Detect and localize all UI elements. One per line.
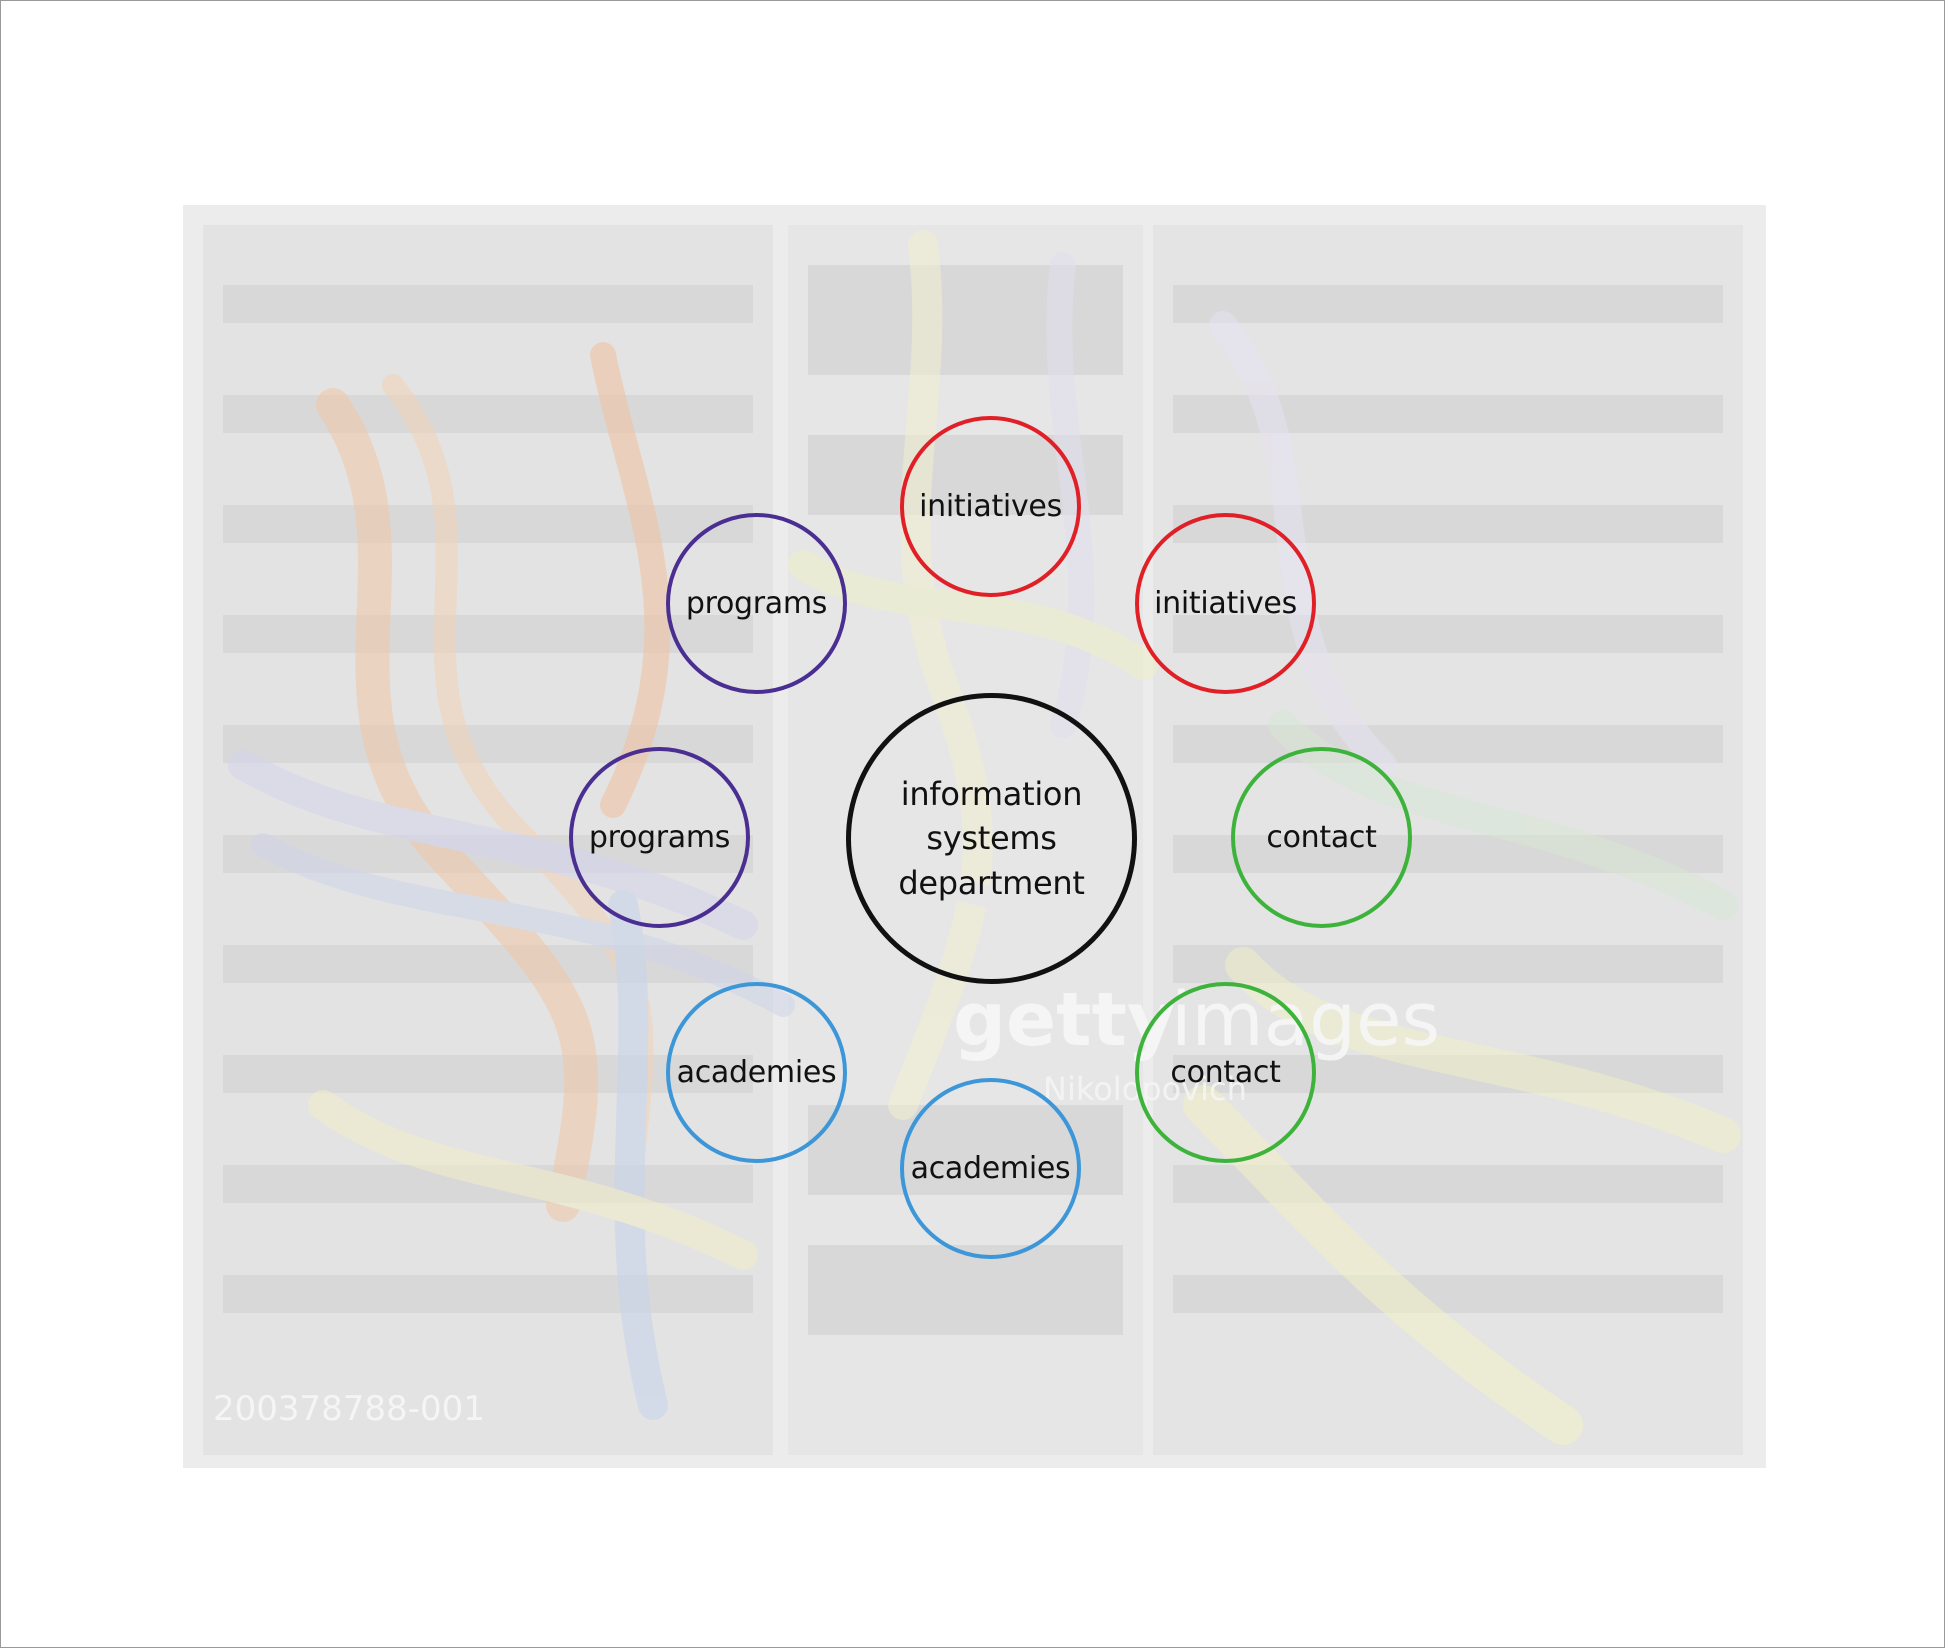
node-programs-top-left[interactable]: programs [666,513,847,694]
node-label: initiatives [919,488,1062,524]
node-contact-right[interactable]: contact [1231,747,1412,928]
node-label: initiatives [1154,585,1297,621]
node-label: programs [588,819,731,855]
node-label: contact [1266,819,1377,855]
node-label: academies [910,1150,1071,1186]
center-node-information-systems[interactable]: information systems department [846,693,1137,984]
node-programs-left[interactable]: programs [569,747,750,928]
center-node-label: information systems department [898,775,1085,902]
node-initiatives-right[interactable]: initiatives [1135,513,1316,694]
node-contact-bottom-right[interactable]: contact [1135,982,1316,1163]
node-label: academies [676,1054,837,1090]
node-academies-bottom[interactable]: academies [900,1078,1081,1259]
node-academies-bottom-left[interactable]: academies [666,982,847,1163]
node-label: contact [1170,1054,1281,1090]
node-initiatives-top[interactable]: initiatives [900,416,1081,597]
node-label: programs [685,585,828,621]
svg-text:200378788-001: 200378788-001 [213,1389,485,1429]
